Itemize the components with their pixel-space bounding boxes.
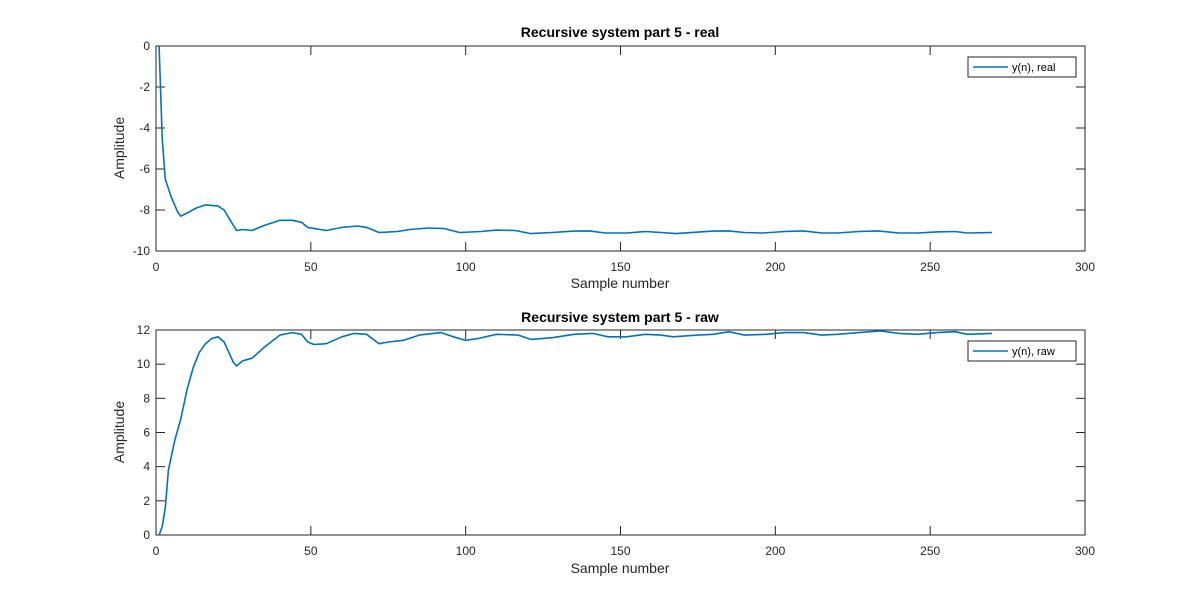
x-tick-label: 250 [920, 260, 940, 274]
subplot-real: Recursive system part 5 - real Sample nu… [111, 24, 1095, 291]
x-tick-label: 200 [765, 544, 785, 558]
legend-label: y(n), raw [1012, 346, 1055, 358]
chart-title: Recursive system part 5 - raw [521, 309, 719, 325]
series-line [158, 330, 993, 536]
plot-area [155, 45, 1086, 252]
y-axis-label: Amplitude [111, 401, 127, 463]
y-tick-label: -10 [133, 244, 151, 258]
x-tick-label: 250 [920, 544, 940, 558]
series-line [158, 45, 993, 235]
y-tick-label: -6 [139, 162, 150, 176]
y-tick-label: -8 [139, 203, 150, 217]
legend: y(n), real [967, 56, 1077, 78]
x-axis-label: Sample number [571, 275, 670, 291]
x-tick-label: 0 [153, 544, 160, 558]
x-tick-label: 100 [456, 544, 476, 558]
y-tick-label: -4 [139, 121, 150, 135]
y-tick-label: 4 [143, 460, 150, 474]
plot-area [155, 329, 1086, 536]
chart-title: Recursive system part 5 - real [521, 24, 719, 40]
x-tick-label: 300 [1075, 260, 1095, 274]
legend-box [967, 340, 1077, 362]
y-tick-label: -2 [139, 80, 150, 94]
x-tick-label: 200 [765, 260, 785, 274]
legend-box [967, 56, 1077, 78]
y-tick-label: 0 [143, 528, 150, 542]
x-tick-label: 0 [153, 260, 160, 274]
y-tick-label: 6 [143, 426, 150, 440]
x-tick-label: 50 [304, 544, 318, 558]
y-axis-label: Amplitude [111, 117, 127, 179]
y-tick-label: 10 [137, 357, 151, 371]
y-tick-label: 2 [143, 494, 150, 508]
x-tick-label: 100 [456, 260, 476, 274]
x-tick-label: 300 [1075, 544, 1095, 558]
subplot-raw: Recursive system part 5 - raw Sample num… [111, 309, 1095, 576]
legend: y(n), raw [967, 340, 1077, 362]
x-tick-label: 150 [610, 544, 630, 558]
y-tick-label: 12 [137, 323, 151, 337]
x-tick-label: 150 [610, 260, 630, 274]
x-tick-label: 50 [304, 260, 318, 274]
legend-label: y(n), real [1012, 62, 1055, 74]
x-axis-label: Sample number [571, 560, 670, 576]
y-tick-label: 8 [143, 391, 150, 405]
y-tick-label: 0 [143, 39, 150, 53]
